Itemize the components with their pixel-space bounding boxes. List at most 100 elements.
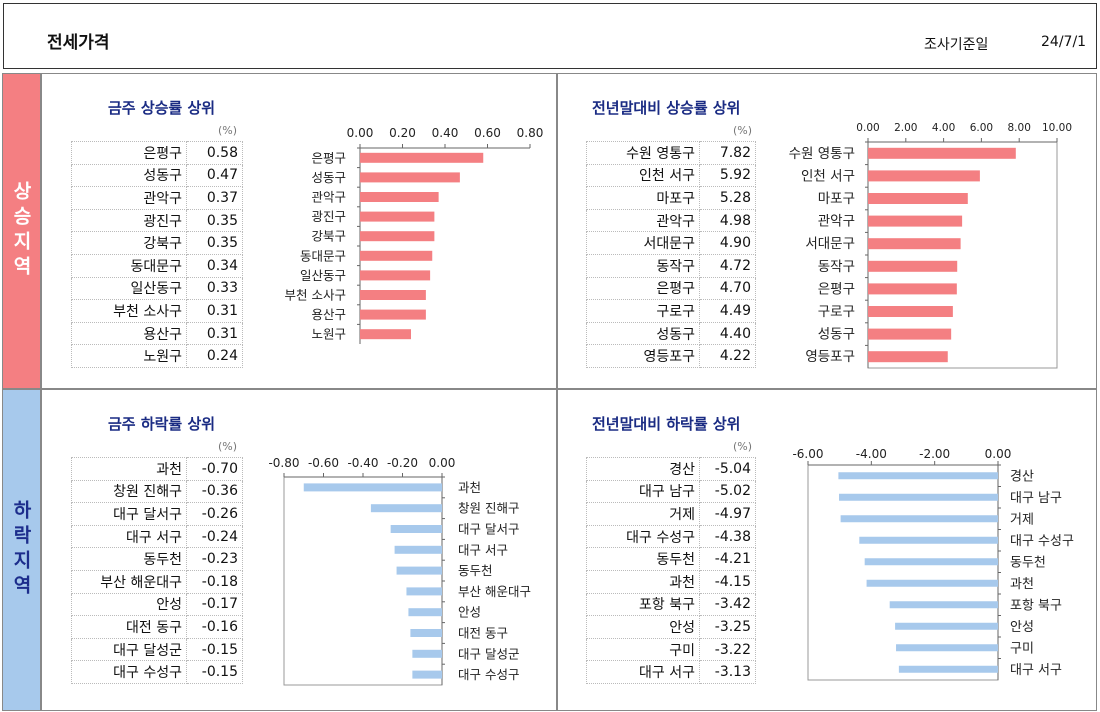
category-label: 동작구 (818, 259, 855, 275)
region-name-cell: 성동구 (71, 163, 187, 188)
bar (868, 351, 948, 363)
category-label: 성동구 (818, 327, 855, 343)
region-name-cell: 성동구 (586, 321, 700, 346)
region-name-cell: 대구 수성구 (586, 524, 700, 549)
rate-value-cell: 5.28 (699, 186, 756, 210)
rate-value-cell: 0.34 (186, 253, 243, 278)
bar (360, 290, 426, 300)
bar (868, 238, 961, 250)
rate-value-cell: 0.31 (186, 299, 243, 323)
rate-value-cell: 0.58 (186, 141, 243, 165)
table-row: 대구 달성군 -0.15 (71, 637, 243, 662)
category-label: 동대문구 (300, 248, 346, 263)
weekly-rise-chart: 0.00 0.20 0.40 0.60 0.80 은평구성동구관악구광진구강북구동대문구일… (285, 126, 543, 344)
table-row: 동두천 -0.23 (71, 547, 243, 571)
tick-label: 4.00 (932, 122, 955, 134)
category-label: 대구 수성구 (1010, 534, 1074, 549)
category-label: 창원 진해구 (458, 501, 519, 516)
category-label: 구미 (1010, 641, 1034, 656)
region-name-cell: 구로구 (586, 299, 700, 323)
bar (868, 306, 953, 317)
unit-label: (%) (218, 440, 238, 453)
rate-value-cell: 0.24 (186, 344, 243, 368)
category-label: 과천 (1010, 577, 1034, 592)
region-name-cell: 대구 서구 (586, 660, 700, 684)
table-row: 대구 달서구 -0.26 (71, 502, 243, 526)
table-row: 수원 영통구 7.82 (586, 141, 756, 165)
rate-value-cell: -5.02 (699, 479, 756, 504)
survey-date-label: 조사기준일 (924, 37, 989, 53)
bar (838, 472, 998, 480)
rate-value-cell: -3.13 (699, 660, 756, 684)
category-label: 안성 (458, 605, 481, 620)
rate-value-cell: -0.18 (186, 569, 243, 594)
table-row: 동대문구 0.34 (71, 253, 243, 278)
rate-value-cell: 0.35 (186, 231, 243, 255)
table-row: 안성 -0.17 (71, 592, 243, 617)
table-row: 성동구 0.47 (71, 163, 243, 188)
category-label: 대구 달성군 (458, 646, 519, 661)
region-name-cell: 동대문구 (71, 253, 187, 278)
table-row: 은평구 0.58 (71, 141, 243, 165)
rate-value-cell: -0.16 (186, 615, 243, 639)
falling-regions-band: 하락지역 (2, 389, 41, 711)
category-label: 은평구 (311, 150, 346, 165)
table-row: 구미 -3.22 (586, 637, 756, 662)
region-name-cell: 은평구 (586, 276, 700, 301)
region-name-cell: 대전 동구 (71, 615, 187, 639)
category-label: 관악구 (818, 214, 855, 230)
region-name-cell: 동작구 (586, 253, 700, 278)
region-name-cell: 과천 (71, 457, 187, 481)
rising-regions-band: 상승지역 (2, 73, 41, 389)
category-label: 일산동구 (300, 268, 346, 283)
table-row: 강북구 0.35 (71, 231, 243, 255)
unit-label: (%) (218, 124, 238, 137)
rate-value-cell: -0.36 (186, 479, 243, 504)
table-row: 은평구 4.70 (586, 276, 756, 301)
tick-label: 0.00 (856, 122, 879, 134)
bar (868, 260, 958, 272)
tick-label: 10.00 (1042, 122, 1072, 134)
bar (360, 231, 435, 242)
bar (895, 622, 998, 630)
table-row: 일산동구 0.33 (71, 276, 243, 301)
table-row: 거제 -4.97 (586, 502, 756, 526)
tick-label: -4.00 (856, 447, 887, 461)
rate-value-cell: 4.22 (699, 344, 756, 368)
bar (889, 601, 998, 609)
rate-value-cell: -5.04 (699, 457, 756, 481)
category-label: 노원구 (311, 327, 346, 342)
region-name-cell: 동두천 (71, 547, 187, 571)
bar (839, 493, 998, 501)
table-row: 대구 수성구 -4.38 (586, 524, 756, 549)
category-label: 관악구 (311, 190, 346, 205)
category-label: 거제 (1010, 512, 1034, 527)
rate-value-cell: -0.15 (186, 637, 243, 662)
bar (896, 644, 998, 652)
rate-value-cell: 4.40 (699, 321, 756, 346)
category-label: 대구 달서구 (458, 522, 519, 537)
category-label: 마포구 (818, 191, 855, 207)
rate-value-cell: -3.25 (699, 615, 756, 639)
rate-value-cell: -4.38 (699, 524, 756, 549)
bar (410, 629, 442, 637)
table-row: 대구 수성구 -0.15 (71, 660, 243, 684)
page-title: 전세가격 (47, 33, 110, 53)
region-name-cell: 부천 소사구 (71, 299, 187, 323)
table-row: 경산 -5.04 (586, 457, 756, 481)
category-label: 대구 남구 (1010, 491, 1062, 506)
rate-value-cell: -0.24 (186, 524, 243, 549)
bar (360, 250, 433, 261)
table-row: 부천 소사구 0.31 (71, 299, 243, 323)
rate-value-cell: 0.31 (186, 321, 243, 346)
rate-value-cell: -0.23 (186, 547, 243, 571)
region-name-cell: 용산구 (71, 321, 187, 346)
table-row: 인천 서구 5.92 (586, 163, 756, 188)
category-label: 영등포구 (805, 349, 855, 365)
ytd-rise-title: 전년말대비 상승률 상위 (592, 99, 741, 117)
rate-value-cell: 4.98 (699, 208, 756, 233)
table-row: 구로구 4.49 (586, 299, 756, 323)
tick-label: -0.60 (308, 456, 339, 470)
weekly-fall-title: 금주 하락률 상위 (108, 415, 216, 433)
category-label: 은평구 (818, 281, 855, 297)
